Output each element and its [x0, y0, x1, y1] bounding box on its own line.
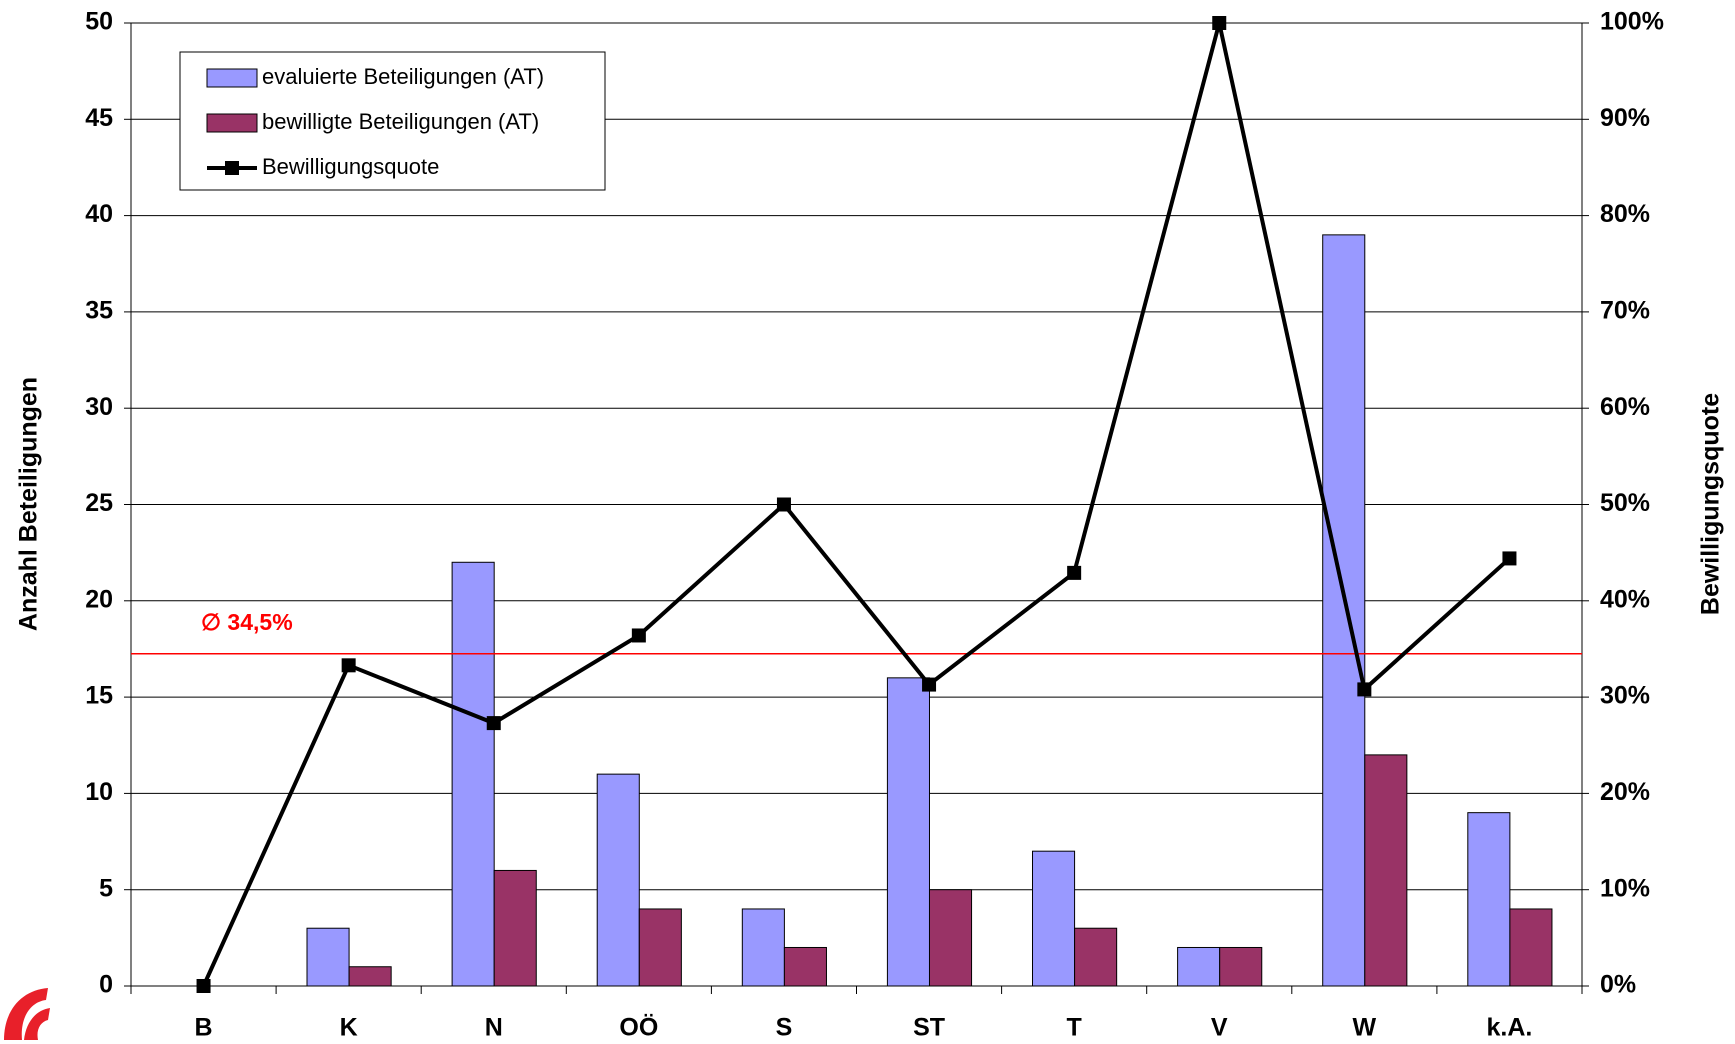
legend-swatch [206, 68, 258, 88]
y2-tick-label: 20% [1600, 778, 1650, 806]
y2-tick-label: 30% [1600, 682, 1650, 710]
bar [1509, 908, 1553, 987]
marker [922, 677, 937, 692]
bar [306, 927, 350, 987]
bar [928, 889, 973, 987]
bar [493, 869, 537, 987]
legend-swatch [225, 161, 239, 175]
bar [886, 677, 930, 987]
annotation: ∅ 34,5% [201, 609, 293, 635]
y-tick-label: 0 [99, 971, 113, 999]
y-axis-title: Anzahl Beteiligungen [15, 377, 43, 631]
y-tick-label: 15 [85, 682, 113, 710]
y2-tick-label: 0% [1600, 971, 1636, 999]
legend-label: evaluierte Beteiligungen (AT) [262, 64, 544, 89]
x-tick-label: W [1353, 1014, 1377, 1042]
x-tick-label: T [1067, 1014, 1082, 1042]
bar [1177, 946, 1221, 987]
y-tick-label: 35 [85, 297, 113, 325]
bar [1322, 234, 1366, 987]
bar [1364, 754, 1408, 987]
marker [1067, 565, 1082, 580]
marker [631, 628, 646, 643]
x-tick-label: N [485, 1014, 503, 1042]
y2-tick-label: 40% [1600, 585, 1650, 613]
y2-axis-title: Bewilligungsquote [1697, 393, 1725, 615]
legend-label: bewilligte Beteiligungen (AT) [262, 109, 539, 134]
bar [638, 908, 682, 987]
y2-tick-label: 90% [1600, 104, 1650, 132]
y2-tick-label: 50% [1600, 489, 1650, 517]
bar [1074, 927, 1118, 987]
y-tick-label: 45 [85, 104, 113, 132]
x-tick-label: k.A. [1487, 1014, 1533, 1042]
legend-swatch [206, 113, 258, 133]
bar [741, 908, 785, 987]
x-tick-label: V [1211, 1014, 1228, 1042]
bar [451, 561, 495, 987]
y-tick-label: 25 [85, 489, 113, 517]
x-tick-label: OÖ [619, 1013, 658, 1042]
marker [1502, 551, 1517, 566]
x-tick-label: ST [913, 1014, 945, 1042]
y-tick-label: 5 [99, 874, 113, 902]
x-tick-label: B [195, 1014, 213, 1042]
y2-tick-label: 70% [1600, 297, 1650, 325]
bar [348, 966, 392, 987]
y-tick-label: 40 [85, 200, 113, 228]
bar [596, 773, 640, 987]
marker [196, 979, 211, 993]
y-tick-label: 20 [85, 585, 113, 613]
x-tick-label: S [776, 1014, 793, 1042]
bar [1219, 946, 1263, 987]
y2-tick-label: 100% [1600, 8, 1664, 36]
marker [341, 658, 356, 673]
legend-label: Bewilligungsquote [262, 154, 439, 179]
bar [783, 946, 827, 987]
x-tick-label: K [340, 1014, 358, 1042]
bar [1467, 812, 1511, 987]
logo [4, 988, 50, 1040]
y2-tick-label: 60% [1600, 393, 1650, 421]
line [201, 22, 1511, 987]
y-tick-label: 50 [85, 8, 113, 36]
bar [1032, 850, 1076, 987]
y2-tick-label: 10% [1600, 874, 1650, 902]
marker [1212, 16, 1227, 30]
marker [776, 497, 791, 512]
y-tick-label: 30 [85, 393, 113, 421]
y-tick-label: 10 [85, 778, 113, 806]
marker [486, 716, 501, 731]
marker [1357, 682, 1372, 697]
y2-tick-label: 80% [1600, 200, 1650, 228]
